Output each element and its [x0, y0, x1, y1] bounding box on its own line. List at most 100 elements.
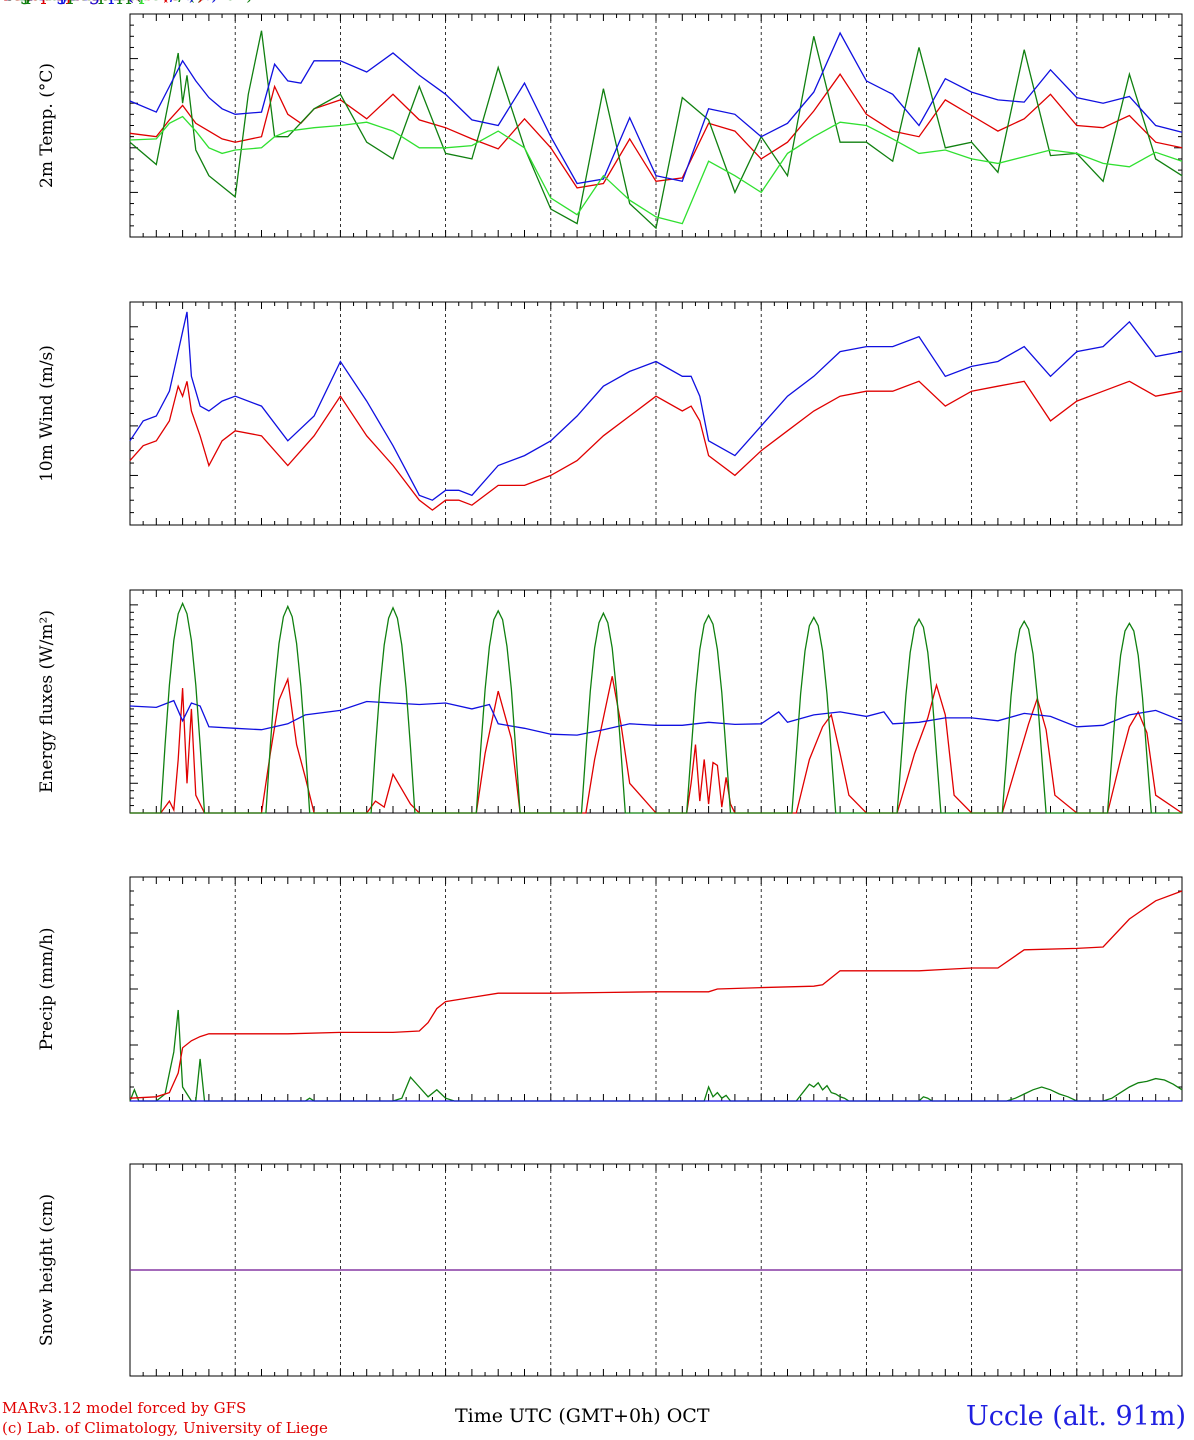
date-label: OCT 24 [0, 0, 37, 5]
hour-label: 12 [0, 0, 8, 4]
hour-label: 12 [0, 0, 8, 4]
hour-label: 06 [0, 0, 8, 4]
hour-label: 18 [0, 0, 8, 4]
panel-4: 0.000.400.801.201.60Precip (mm/h)Liquid … [0, 0, 1183, 1102]
date-label: OCT 15 [0, 0, 37, 5]
date-label: OCT 20 [0, 0, 37, 5]
date-label: OCT 17 [0, 0, 37, 5]
day-abbr-bottom: Fr [0, 0, 12, 5]
date-label: OCT 19 [0, 0, 37, 5]
hour-label: 06 [0, 0, 8, 4]
hour-label: 06 [0, 0, 8, 4]
hour-label: 12 [0, 0, 8, 4]
hour-label: 00 [0, 0, 8, 4]
hour-label: 12 [0, 0, 8, 4]
location-label: Uccle (alt. 91m) [966, 1401, 1186, 1432]
hour-label: 00 [0, 0, 8, 4]
hour-label: 06 [0, 0, 8, 4]
plot-frame [129, 13, 1183, 238]
hour-label: 00 [0, 0, 8, 4]
date-label: OCT 18 [0, 0, 37, 5]
hour-label: 18 [0, 0, 8, 4]
hour-label: 12 [0, 0, 8, 4]
hour-label: 00 [0, 0, 8, 4]
hour-label: 18 [0, 0, 8, 4]
hour-label: 18 [0, 0, 8, 4]
panel-3: 0.100.200.300.400.500.600.700.Energy flu… [0, 0, 1183, 814]
panel-5: 0.00Snow height (cm)Snow height (cm)Snow… [0, 0, 1183, 1377]
legend-entry: Top of Atmosphere (Solar) [0, 0, 253, 5]
hour-label: 12 [0, 0, 8, 4]
day-abbr-bottom: We [0, 0, 15, 5]
day-abbr-top: Th [0, 0, 12, 5]
day-number: 17 [0, 0, 8, 3]
legend-entry: Infrared [0, 0, 80, 5]
hour-label: 18 [0, 0, 8, 4]
day-abbr-bottom: Sa [0, 0, 12, 5]
series-line-dewpoint-temp [129, 115, 1183, 225]
hour-label: 00 [0, 0, 8, 4]
date-label: OCT 19 [0, 0, 37, 5]
hour-label: 00 [0, 0, 8, 4]
date-label: OCT 20 [0, 0, 37, 5]
hour-label: 00 [0, 0, 8, 4]
hour-label: 12 [0, 0, 8, 4]
date-label: OCT 17 [0, 0, 37, 5]
hour-label: 12 [0, 0, 8, 4]
hour-label: 00 [0, 0, 8, 4]
hour-label: 06 [0, 0, 8, 4]
series-line-wind-speed [129, 380, 1183, 511]
hour-label: 00 [0, 0, 8, 4]
hour-label: 18 [0, 0, 8, 4]
hour-label: 00 [0, 0, 8, 4]
hour-label: 12 [0, 0, 8, 4]
plot-frame [129, 876, 1183, 1102]
hour-label: 18 [0, 0, 8, 4]
legend-entry: Solar [0, 0, 52, 5]
date-label: OCT 16 [0, 0, 37, 5]
legend-entry: Snow height (cm W.E.) [0, 0, 218, 5]
hour-label: 18 [0, 0, 8, 4]
hour-label: 00 [0, 0, 8, 4]
hour-label: 00 [0, 0, 8, 4]
hour-label: 12 [0, 0, 8, 4]
hour-label: 00 [0, 0, 8, 4]
day-number: 20 [0, 0, 8, 3]
date-label: OCT 22 [0, 0, 37, 5]
date-label: OCT 24 [0, 0, 37, 5]
day-number: 18 [0, 0, 8, 3]
hour-label: 06 [0, 0, 8, 4]
date-label: OCT 23 [0, 0, 37, 5]
hour-label: 18 [0, 0, 8, 4]
hour-label: 06 [0, 0, 8, 4]
hour-label: 06 [0, 0, 8, 4]
series-line-vigne-temp [129, 30, 1183, 230]
day-abbr-bottom: Th [0, 0, 12, 5]
hour-label: 12 [0, 0, 8, 4]
legend-entry: Humidex [0, 0, 87, 5]
legend-entry: Liquid precip (mm/h) [0, 0, 204, 5]
day-abbr-bottom: Mo [0, 0, 15, 5]
hour-label: 18 [0, 0, 8, 4]
day-number: 19 [0, 0, 8, 3]
hour-label: 06 [0, 0, 8, 4]
hour-label: 00 [0, 0, 8, 4]
legend-entry: Wind speed [0, 0, 112, 5]
hour-label: 00 [0, 0, 8, 4]
date-label: OCT 21 [0, 0, 37, 5]
date-label: OCT 23 [0, 0, 37, 5]
day-abbr-bottom: Sa [0, 0, 12, 5]
legend-entry: Total cumulated (cm) [0, 0, 205, 5]
date-label: OCT 19 [0, 0, 37, 5]
hour-label: 12 [0, 0, 8, 4]
hour-label: 12 [0, 0, 8, 4]
legend-entry: Vigne temp [0, 0, 110, 5]
hour-label: 12 [0, 0, 8, 4]
hour-label: 00 [0, 0, 8, 4]
hour-label: 18 [0, 0, 8, 4]
day-number: 24 [0, 0, 8, 3]
series-line-temperature [129, 73, 1183, 189]
hour-label: 18 [0, 0, 8, 4]
y-axis-label: 2m Temp. (°C) [37, 63, 57, 188]
